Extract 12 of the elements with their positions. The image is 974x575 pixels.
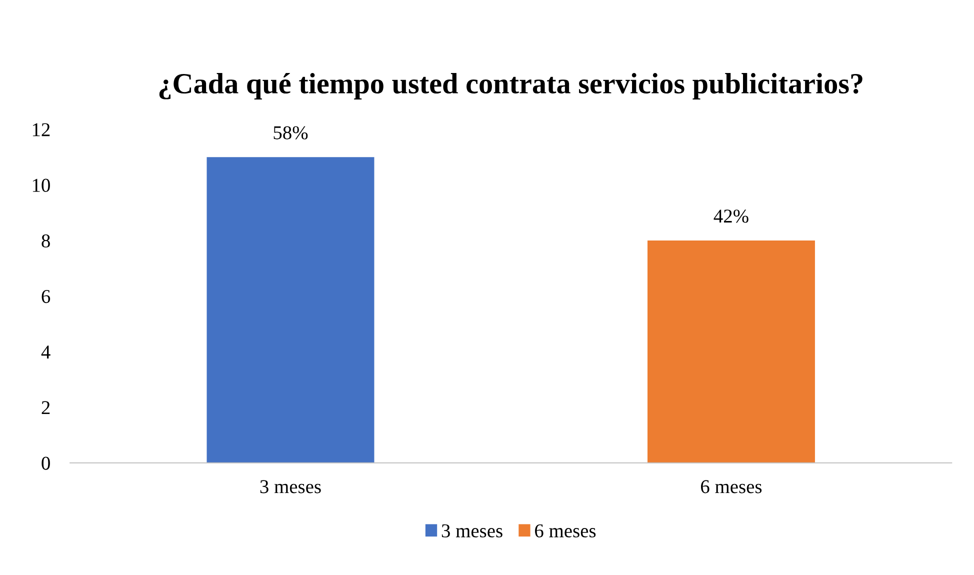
- y-tick-label: 10: [32, 178, 50, 192]
- annotation: 58%: [274, 126, 308, 140]
- y-tick-label: 12: [32, 123, 50, 136]
- y-tick-label: 4: [41, 346, 50, 358]
- chart-title: ¿Cada qué tiempo usted contrata servicios publicitarios?: [159, 73, 862, 100]
- legend-label: 3 meses: [442, 524, 502, 538]
- y-tick-label: 2: [42, 401, 50, 414]
- annotation: 42%: [714, 210, 748, 223]
- y-tick-label: 0: [42, 456, 50, 470]
- y-tick-label: 6: [42, 290, 50, 304]
- legend-label: 6 meses: [535, 524, 596, 538]
- y-tick-label: 8: [42, 234, 50, 248]
